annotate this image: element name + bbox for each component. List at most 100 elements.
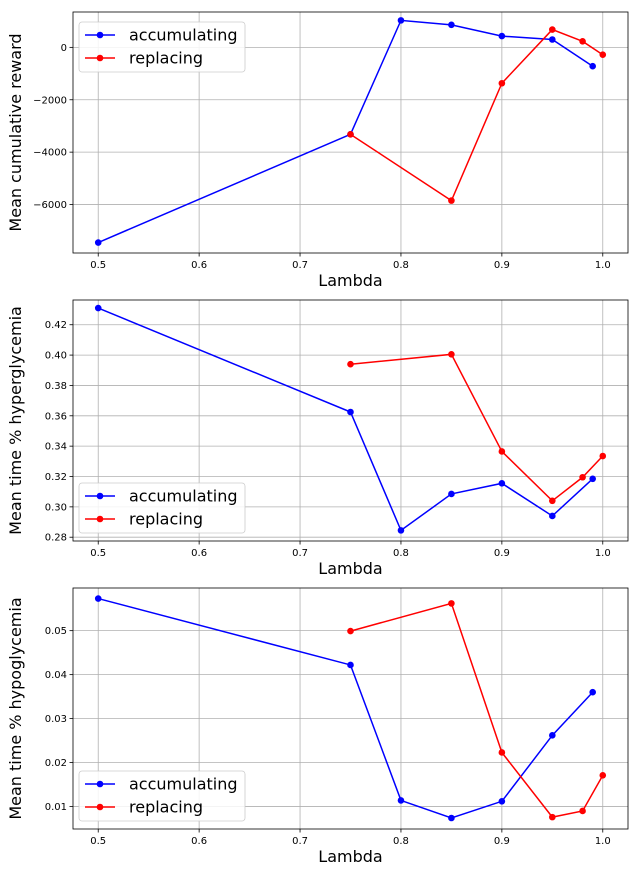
y-tick-label: 0.34 xyxy=(45,442,67,453)
x-tick-label: 0.8 xyxy=(393,548,409,559)
data-point-accumulating xyxy=(94,304,102,312)
chart-panel-2: 0.5 0.6 0.7 0.8 0.9 1.0 0.28 0.30 0.32 0.34 0.36 0.… xyxy=(6,299,629,578)
plot-frame xyxy=(72,587,629,830)
data-point-accumulating xyxy=(448,490,455,498)
y-tick-label: 0.38 xyxy=(45,381,67,392)
y-tick-label: 0.04 xyxy=(45,670,67,681)
data-point-replacing xyxy=(448,600,455,607)
x-tick-label: 0.6 xyxy=(191,548,207,559)
x-axis-label: Lambda xyxy=(318,847,382,866)
data-point-replacing xyxy=(599,452,607,460)
x-tick-label: 0.9 xyxy=(494,836,510,847)
data-point-replacing xyxy=(448,197,455,204)
y-tick-label: −4000 xyxy=(33,148,67,159)
data-point-accumulating xyxy=(498,480,506,487)
data-point-accumulating xyxy=(397,797,405,804)
y-tick-label: 0.28 xyxy=(45,533,67,544)
data-point-accumulating xyxy=(397,527,405,534)
legend-label-replacing: replacing xyxy=(129,510,203,529)
data-point-replacing xyxy=(579,807,586,815)
data-point-replacing xyxy=(347,627,354,635)
data-point-replacing xyxy=(498,79,506,87)
data-point-accumulating xyxy=(589,688,596,696)
legend: accumulating replacing xyxy=(78,770,246,822)
y-tick-label: 0.01 xyxy=(45,802,67,813)
data-point-replacing xyxy=(549,813,556,821)
y-tick-label: 0.05 xyxy=(45,626,67,637)
legend-label-accumulating: accumulating xyxy=(129,26,238,45)
y-tick-label: 0.42 xyxy=(45,320,67,331)
series-line-replacing xyxy=(350,28,604,202)
data-point-replacing xyxy=(579,38,586,45)
y-tick-label: 0.36 xyxy=(45,411,67,422)
legend-box xyxy=(78,482,246,534)
data-point-replacing xyxy=(599,772,607,779)
legend-label-replacing: replacing xyxy=(129,798,203,817)
y-tick-label: 0.02 xyxy=(45,758,67,769)
legend-box xyxy=(78,21,246,73)
y-axis-label: Mean cumulative reward xyxy=(6,33,25,231)
data-point-accumulating xyxy=(94,595,102,602)
x-tick-label: 0.9 xyxy=(494,548,510,559)
data-point-accumulating xyxy=(589,475,596,483)
x-axis-label: Lambda xyxy=(318,559,382,578)
legend: accumulating replacing xyxy=(78,482,246,534)
data-point-replacing xyxy=(549,497,556,505)
data-point-accumulating xyxy=(347,661,354,669)
legend-box xyxy=(78,770,246,822)
data-point-accumulating xyxy=(549,36,556,43)
legend-marker-accumulating xyxy=(96,780,104,788)
data-point-accumulating xyxy=(448,21,455,29)
legend-marker-replacing xyxy=(96,54,104,62)
legend-marker-replacing xyxy=(96,803,104,811)
y-tick-label: 0 xyxy=(61,43,67,54)
legend-label-accumulating: accumulating xyxy=(129,775,238,794)
x-tick-label: 0.6 xyxy=(191,836,207,847)
data-point-accumulating xyxy=(94,239,102,246)
data-point-replacing xyxy=(498,749,506,756)
y-tick-label: 0.32 xyxy=(45,472,67,483)
x-tick-label: 1.0 xyxy=(595,548,611,559)
data-point-replacing xyxy=(448,351,455,358)
x-axis-label: Lambda xyxy=(318,271,382,290)
legend-label-replacing: replacing xyxy=(129,49,203,68)
data-point-replacing xyxy=(579,473,586,481)
series-line-replacing xyxy=(350,353,604,502)
data-point-accumulating xyxy=(498,797,506,805)
y-axis-label: Mean time % hyperglycemia xyxy=(6,306,25,535)
data-point-replacing xyxy=(347,360,354,368)
data-point-accumulating xyxy=(498,32,506,40)
chart-panel-3: 0.5 0.6 0.7 0.8 0.9 1.0 0.01 0.02 0.03 0.04 0.05 La… xyxy=(6,587,629,866)
data-point-replacing xyxy=(549,26,556,33)
data-point-accumulating xyxy=(347,408,354,416)
x-tick-label: 0.7 xyxy=(292,836,308,847)
y-tick-label: 0.40 xyxy=(45,351,67,362)
x-tick-label: 0.7 xyxy=(292,260,308,271)
legend-label-accumulating: accumulating xyxy=(129,487,238,506)
y-tick-label: −6000 xyxy=(33,200,67,211)
y-axis-label: Mean time % hypoglycemia xyxy=(6,597,25,819)
y-tick-label: 0.30 xyxy=(45,502,67,513)
data-point-accumulating xyxy=(549,732,556,739)
series-line-replacing xyxy=(350,602,604,818)
x-tick-label: 0.5 xyxy=(90,836,106,847)
legend: accumulating replacing xyxy=(78,21,246,73)
x-tick-label: 0.8 xyxy=(393,260,409,271)
data-point-accumulating xyxy=(397,17,405,24)
chart-panel-1: 0.5 0.6 0.7 0.8 0.9 1.0 −6000 −4000 −2000 0 Lambda… xyxy=(6,11,629,290)
data-point-replacing xyxy=(347,131,354,138)
y-tick-label: 0.03 xyxy=(45,714,67,725)
x-tick-label: 0.5 xyxy=(90,260,106,271)
data-point-accumulating xyxy=(448,814,455,822)
x-tick-label: 0.5 xyxy=(90,548,106,559)
y-tick-label: −2000 xyxy=(33,95,67,106)
data-point-accumulating xyxy=(549,512,556,520)
data-point-replacing xyxy=(498,448,506,455)
x-tick-label: 0.8 xyxy=(393,836,409,847)
legend-marker-accumulating xyxy=(96,31,104,39)
x-tick-label: 0.6 xyxy=(191,260,207,271)
x-tick-label: 1.0 xyxy=(595,836,611,847)
x-tick-label: 0.9 xyxy=(494,260,510,271)
x-tick-label: 0.7 xyxy=(292,548,308,559)
